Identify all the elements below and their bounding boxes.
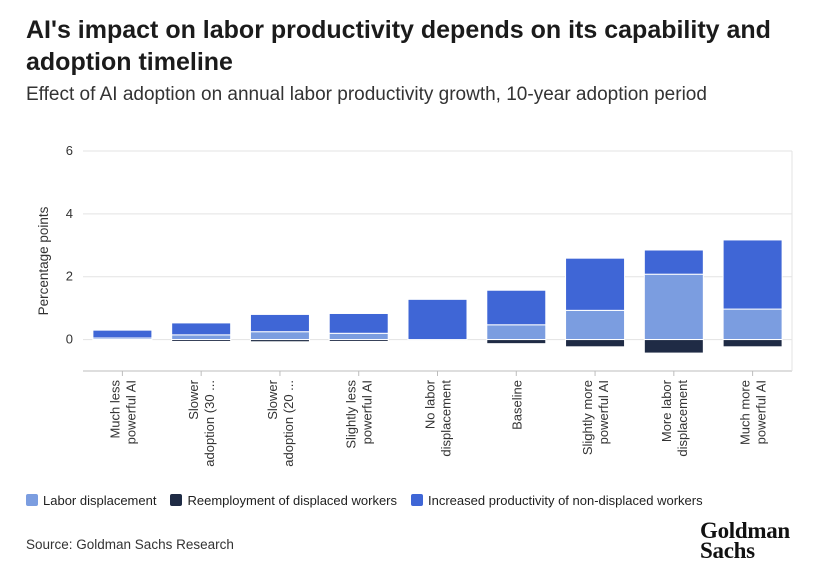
bar-segment [171,339,232,342]
bar-segment [486,289,547,326]
bar-segment [486,324,547,341]
bar-segment [92,339,153,341]
bar-segment [565,309,626,341]
legend-label: Labor displacement [43,492,157,508]
bar-segment [722,308,783,341]
source-note: Source: Goldman Sachs Research [26,537,234,552]
x-tick-label: powerful AI [596,380,611,444]
bar-segment [171,334,232,341]
bar-segment [249,339,310,343]
bar-segment [328,339,389,342]
bar-segment [643,273,704,341]
x-tick-label: Much more [738,380,753,445]
bar-segment [643,339,704,354]
bar-segment [249,331,310,341]
logo-line: Sachs [700,538,755,563]
y-axis-label: Percentage points [36,206,51,315]
legend-swatch-labor-displacement [26,494,38,506]
x-tick-label: powerful AI [123,380,138,444]
y-tick-label: 0 [66,332,73,347]
legend-item-labor-displacement: Labor displacement [26,493,156,508]
bar-segment [722,239,783,310]
legend-swatch-increased-productivity [411,494,424,506]
bar-segment [565,257,626,311]
chart-legend: Labor displacement Reemployment of displ… [26,490,717,510]
x-tick-label: Much less [107,380,122,439]
logo-line: Goldman [700,518,790,543]
y-tick-label: 2 [66,269,73,284]
x-tick-label: displacement [439,380,454,457]
x-tick-label: adoption (30 ... [202,380,217,467]
x-tick-label: adoption (20 ... [281,380,296,467]
legend-label: Increased productivity of non-displaced … [428,492,703,508]
legend-item-reemployment: Reemployment of displaced workers [170,493,397,508]
bar-segment [486,339,547,345]
x-tick-label: No labor [423,379,438,429]
chart-title: AI's impact on labor productivity depend… [26,16,771,76]
y-tick-label: 6 [66,143,73,158]
x-tick-label: powerful AI [360,380,375,444]
y-tick-label: 4 [66,206,73,221]
goldman-sachs-logo: Goldman Sachs [700,518,810,563]
bar-segment [328,332,389,341]
legend-swatch-reemployment [170,494,183,506]
bar-segment [643,249,704,275]
legend-label: Reemployment of displaced workers [187,492,398,508]
bar-segment [249,313,310,333]
bar-segment [565,339,626,348]
bar-segment [328,312,389,334]
bar-segment [407,298,468,341]
x-tick-label: Baseline [509,380,524,430]
bar-segment [722,339,783,348]
x-tick-label: Slightly less [344,380,359,449]
x-tick-label: Slower [186,379,201,419]
x-tick-label: Slightly more [580,380,595,455]
x-tick-label: Slower [265,379,280,419]
bar-segment [92,329,153,339]
x-tick-label: powerful AI [754,380,769,444]
x-tick-label: displacement [675,380,690,457]
chart-subtitle: Effect of AI adoption on annual labor pr… [26,84,707,105]
x-tick-label: More labor [659,379,674,442]
bar-segment [171,322,232,336]
legend-item-increased-productivity: Increased productivity of non-displaced … [411,493,703,508]
